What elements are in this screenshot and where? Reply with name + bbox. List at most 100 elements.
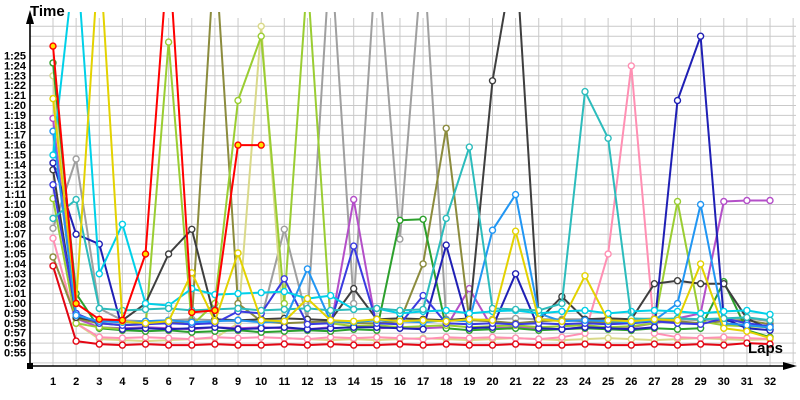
x-tick-label: 19: [463, 376, 475, 388]
series-navy-marker: [696, 32, 705, 40]
series-dodgerblue-line: [52, 130, 771, 329]
series-yellow-marker: [257, 316, 265, 324]
series-pink-marker: [604, 250, 612, 258]
series-navy-marker: [234, 325, 242, 333]
series-yellow-line: [52, 12, 771, 340]
series-turquoise-marker: [95, 304, 104, 313]
series-red-marker: [442, 340, 450, 348]
series-cyan-marker: [141, 299, 150, 308]
series-yellow-marker: [164, 317, 173, 325]
series-gray-marker: [280, 225, 288, 234]
y-tick-label: 0:55: [4, 348, 26, 360]
series-blue-marker: [280, 275, 288, 283]
series-pink-marker: [558, 333, 566, 341]
series-dodgerblue-marker: [234, 316, 242, 324]
y-tick-label: 1:00: [4, 298, 26, 310]
series-turquoise-marker: [350, 305, 358, 314]
series-pink-marker: [118, 334, 127, 342]
series-yellowgreen-marker: [673, 197, 682, 206]
series-red-marker: [696, 340, 705, 348]
series-pink-marker: [442, 333, 450, 341]
series-pink-marker: [211, 333, 219, 341]
series-red-yellow-marker: [95, 315, 104, 323]
series-yellow-marker: [604, 316, 612, 324]
series-purple-marker: [743, 196, 751, 205]
x-tick-label: 22: [533, 376, 545, 388]
series-yellow-marker: [234, 249, 242, 257]
series-dodgerblue-marker: [581, 316, 589, 324]
series-red-yellow-marker: [211, 306, 219, 315]
series-turquoise-marker: [766, 316, 774, 324]
axis-origin-marker: [27, 363, 33, 369]
y-tick-label: 0:57: [4, 328, 26, 340]
series-layer: [49, 12, 774, 349]
x-tick-label: 18: [440, 376, 452, 388]
series-pink-marker: [95, 333, 104, 341]
series-pink-marker: [188, 335, 196, 343]
series-pink-marker: [326, 333, 335, 341]
series-red-marker: [465, 341, 473, 349]
series-navy-marker: [442, 241, 450, 249]
series-red-marker: [303, 341, 312, 349]
series-red-marker: [535, 341, 543, 349]
series-pink-marker: [164, 334, 173, 342]
series-yellow-marker: [650, 315, 659, 323]
series-olive-marker: [442, 124, 450, 133]
series-red-marker: [188, 341, 196, 349]
series-yellow-marker: [49, 94, 57, 103]
series-turquoise-marker: [465, 143, 473, 151]
x-tick-label: 9: [235, 376, 241, 388]
series-cyan-marker: [442, 306, 450, 315]
series-red-marker: [766, 340, 774, 348]
series-green-marker: [419, 215, 427, 224]
series-cyan-line: [52, 12, 771, 316]
x-tick-label: 15: [371, 376, 383, 388]
series-dodgerblue-marker: [303, 265, 312, 273]
series-khaki-marker: [627, 335, 635, 343]
series-pink-marker: [419, 335, 427, 343]
series-navy-marker: [72, 230, 80, 238]
series-cyan-marker: [720, 307, 728, 316]
x-tick-label: 12: [301, 376, 313, 388]
series-pink-marker: [627, 62, 635, 70]
series-yellow-marker: [373, 315, 381, 323]
series-darkgray-marker: [650, 280, 659, 288]
x-tick-label: 25: [602, 376, 614, 388]
series-red-marker: [650, 340, 659, 348]
series-pink-marker: [488, 333, 497, 341]
series-navy-marker: [280, 323, 288, 331]
series-pink-line: [52, 64, 771, 341]
y-tick-label: 1:03: [4, 268, 26, 280]
y-tick-label: 1:09: [4, 209, 26, 221]
series-darkgray-marker: [188, 225, 196, 234]
y-tick-label: 1:17: [4, 130, 26, 142]
series-dodgerblue-marker: [488, 226, 497, 234]
series-dodgerblue-marker: [696, 200, 705, 209]
y-tick-label: 1:04: [4, 258, 27, 270]
series-cyan-marker: [118, 220, 127, 229]
series-dodgerblue-marker: [743, 321, 751, 329]
x-tick-label: 32: [764, 376, 776, 388]
series-turquoise-marker: [396, 306, 404, 315]
series-red-marker: [72, 337, 80, 345]
series-dodgerblue-marker: [511, 190, 520, 199]
series-red-marker: [350, 341, 358, 349]
series-gray-marker: [350, 299, 358, 308]
series-red-marker: [49, 262, 57, 270]
y-tick-label: 1:06: [4, 239, 26, 251]
series-red-marker: [118, 341, 127, 349]
series-turquoise-marker: [326, 306, 335, 315]
x-tick-label: 6: [166, 376, 172, 388]
series-navy-marker: [257, 324, 265, 332]
series-yellow-marker: [326, 316, 335, 324]
series-turquoise-marker: [581, 87, 589, 96]
x-tick-label: 28: [671, 376, 683, 388]
x-tick-label: 3: [96, 376, 102, 388]
series-turquoise-marker: [49, 214, 57, 223]
series-yellow-marker: [396, 317, 404, 325]
series-darkgray-marker: [696, 280, 705, 288]
series-turquoise-marker: [373, 304, 381, 313]
series-red-yellow-marker: [188, 308, 196, 317]
x-tick-label: 20: [486, 376, 498, 388]
